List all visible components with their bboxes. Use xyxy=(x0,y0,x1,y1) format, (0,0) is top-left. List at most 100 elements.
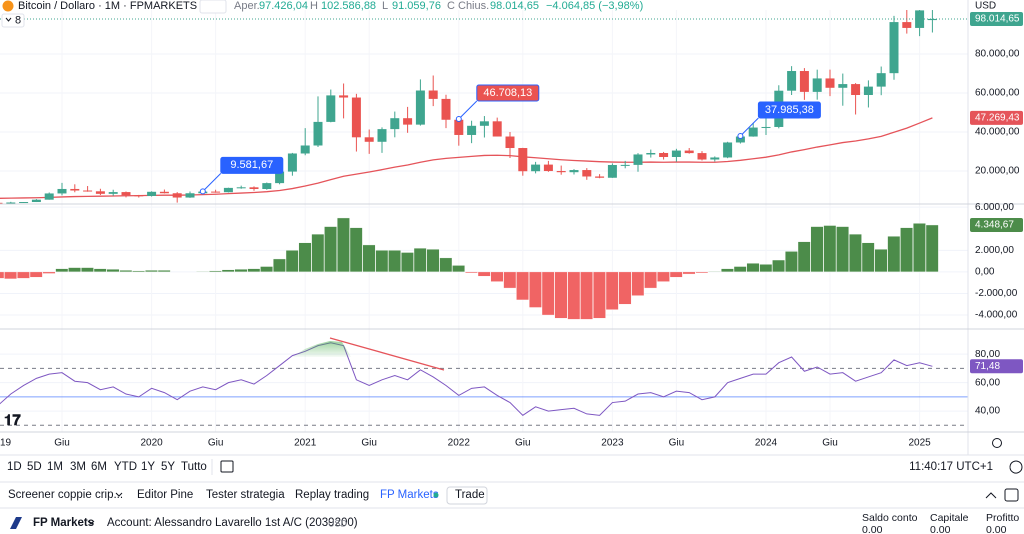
candle-body xyxy=(300,145,310,154)
histogram-bar xyxy=(708,271,722,273)
range-button[interactable]: 1D xyxy=(7,461,22,473)
candle-body xyxy=(735,136,745,143)
ohlc-value: 102.586,88 xyxy=(321,0,376,12)
ohlc-value: 97.426,04 xyxy=(259,0,308,12)
ohlc-label: H xyxy=(310,0,318,12)
y-tick-label: -2.000,00 xyxy=(975,288,1018,299)
stat-label: Saldo conto xyxy=(862,512,918,524)
candle-body xyxy=(492,121,502,137)
x-tick-label: Giu xyxy=(361,438,377,449)
trade-button[interactable] xyxy=(446,486,488,505)
candle-body xyxy=(595,176,605,178)
histogram-bar xyxy=(42,271,56,274)
histogram-bar xyxy=(401,252,414,273)
candle-body xyxy=(6,202,16,204)
histogram-bar xyxy=(465,271,478,274)
candle-body xyxy=(313,121,323,146)
candle-body xyxy=(671,150,681,157)
histogram-bar xyxy=(580,271,594,320)
candle-body xyxy=(633,154,643,165)
candle-body xyxy=(697,153,707,160)
x-tick-label: 19 xyxy=(0,438,12,449)
histogram-bar xyxy=(925,224,939,273)
range-button[interactable]: 5Y xyxy=(161,461,175,473)
candle-body xyxy=(569,170,579,173)
histogram-bar xyxy=(772,259,786,273)
range-button[interactable]: 1M xyxy=(47,461,63,473)
chevron-icon[interactable] xyxy=(985,492,997,499)
histogram-bar xyxy=(362,244,376,273)
histogram-bar xyxy=(874,249,888,273)
maximize-icon[interactable] xyxy=(1004,488,1019,502)
x-tick-label: Giu xyxy=(515,438,531,449)
histogram-bar xyxy=(68,267,82,273)
range-button[interactable]: 5D xyxy=(27,461,42,473)
candle-body xyxy=(83,190,93,192)
histogram-bar xyxy=(375,250,389,273)
histogram-bar xyxy=(797,241,811,273)
histogram-bar xyxy=(759,264,773,273)
range-button[interactable]: 1Y xyxy=(141,461,155,473)
header-button[interactable] xyxy=(199,0,227,14)
histogram-bar xyxy=(234,268,248,273)
histogram-bar xyxy=(503,271,517,289)
ohlc-label: C xyxy=(447,0,455,12)
candle-body xyxy=(185,193,195,198)
range-button[interactable]: Tutto xyxy=(181,461,207,473)
histogram-bar xyxy=(196,271,209,273)
chevron-icon xyxy=(5,17,12,22)
y-tick-label: -4.000,00 xyxy=(975,310,1018,321)
histogram-bar xyxy=(208,270,222,273)
callout-pointer xyxy=(740,117,759,137)
y-tick-label: 6.000,00 xyxy=(975,202,1014,213)
bottom-tab[interactable]: Trade xyxy=(455,489,485,501)
macd-pane xyxy=(0,217,939,320)
account-currency: USD xyxy=(328,518,348,528)
bottom-tab[interactable]: Screener coppie crip... xyxy=(8,489,123,501)
y-tick-label: 60,00 xyxy=(975,377,1000,388)
candle-body xyxy=(31,199,41,203)
calendar-icon[interactable] xyxy=(220,460,234,473)
bottom-tab[interactable]: Tester strategia xyxy=(206,489,285,501)
callout-pointer xyxy=(458,100,478,120)
histogram-bar xyxy=(861,242,875,273)
indicator-toggle[interactable] xyxy=(1,13,25,28)
candle-body xyxy=(108,192,118,194)
candle-body xyxy=(57,188,67,194)
candle-body xyxy=(851,84,861,95)
candle-body xyxy=(902,22,912,28)
histogram-bar xyxy=(900,227,914,273)
candle-body xyxy=(582,170,592,177)
candle-body xyxy=(761,126,771,128)
candle-body xyxy=(351,97,361,138)
collapse-icon[interactable] xyxy=(1009,460,1023,474)
settings-icon[interactable] xyxy=(992,438,1002,448)
broker-name[interactable]: FP Markets xyxy=(33,517,94,529)
candle-body xyxy=(684,150,694,154)
bottom-tab[interactable]: Replay trading xyxy=(295,489,369,501)
stat-value: 0.00 xyxy=(986,524,1007,534)
histogram-bar xyxy=(657,271,670,282)
candle-body xyxy=(607,164,617,178)
candle-body xyxy=(838,84,848,88)
range-button[interactable]: YTD xyxy=(114,461,137,473)
range-button[interactable]: 6M xyxy=(91,461,107,473)
rsi-label: 71,48 xyxy=(975,361,1000,372)
candle-body xyxy=(428,90,438,99)
ma-label: 47.269,43 xyxy=(975,113,1020,124)
candle-body xyxy=(467,125,477,135)
candle-body xyxy=(787,71,797,91)
candle-body xyxy=(889,22,899,74)
histogram-bar xyxy=(157,270,171,273)
histogram-bar xyxy=(260,266,273,273)
histogram-bar xyxy=(682,271,696,275)
rsi-badge xyxy=(970,359,1023,374)
histogram-bar xyxy=(836,226,850,273)
candle-body xyxy=(223,187,233,193)
bottom-tab[interactable]: FP Markets xyxy=(380,489,439,501)
range-button[interactable]: 3M xyxy=(70,461,86,473)
bottom-tab[interactable]: Editor Pine xyxy=(137,489,193,501)
ma-badge xyxy=(970,110,1023,125)
candle-body xyxy=(0,202,3,204)
